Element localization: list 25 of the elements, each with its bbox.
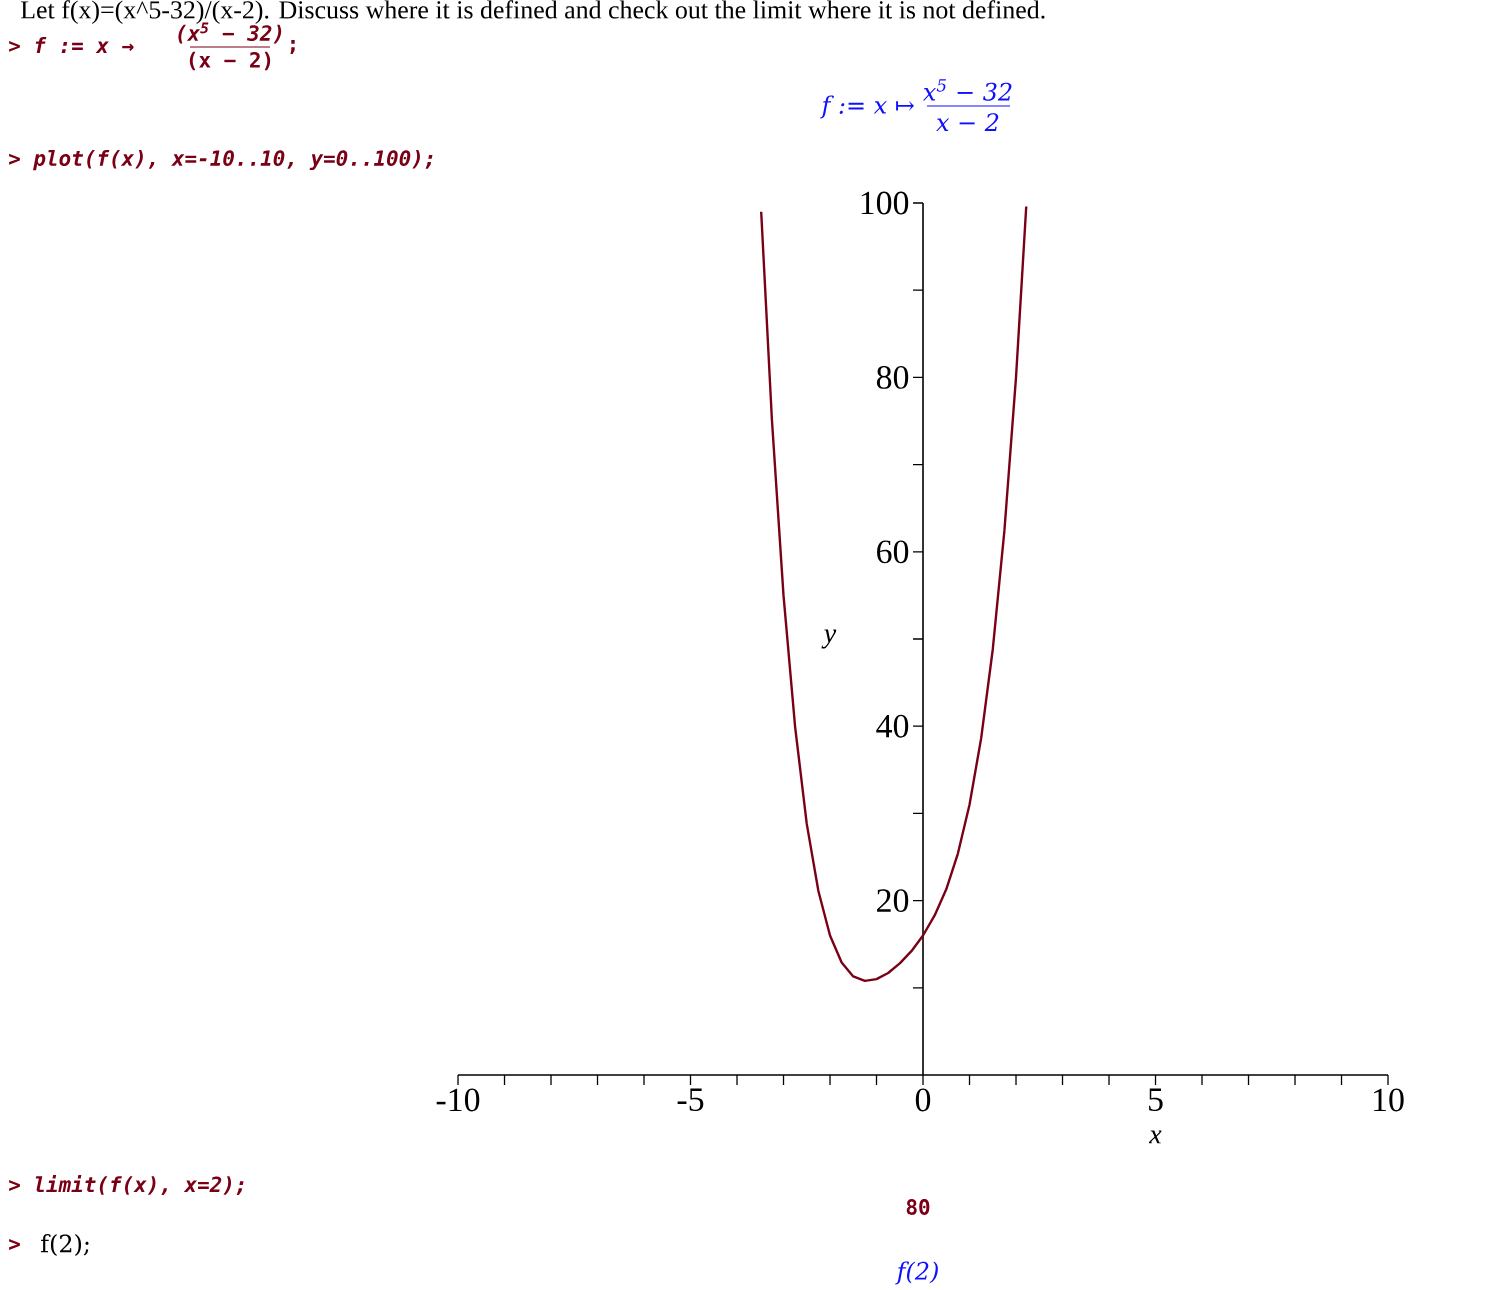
x-tick-label: 5 <box>1149 1088 1163 1112</box>
text: x$^{5}$ − 32 <box>922 79 1012 101</box>
text: Let f(x)=(x^5-32)/(x-2). Discuss where it is defined and check out the limit where it is not defined. <box>20 0 1045 24</box>
text: ; <box>290 40 295 54</box>
text: > plot(f(x), x=-10..10, y=0..100); <box>9 149 433 171</box>
text: > f := x → <box>9 37 134 53</box>
text: 80 <box>906 1199 930 1215</box>
x-tick-label: 10 <box>1374 1088 1404 1112</box>
text: (x − 2) <box>189 51 271 71</box>
x-tick-label: -5 <box>677 1088 704 1112</box>
x-tick-label: 0 <box>915 1088 931 1112</box>
text: > <box>9 1239 20 1250</box>
text: f := x ↦ <box>820 95 914 119</box>
text: x − 2 <box>936 113 999 131</box>
text: f(2) <box>895 1261 938 1285</box>
y-tick-label: 40 <box>876 714 909 738</box>
y-tick-label: 80 <box>876 365 909 389</box>
y-tick-label: 60 <box>877 540 909 564</box>
y-tick-label: 100 <box>861 191 909 215</box>
x-axis-title: x <box>1148 1130 1162 1144</box>
y-tick-label: 20 <box>877 889 909 913</box>
text: > limit(f(x), x=2); <box>9 1175 244 1195</box>
y-axis-title: y <box>821 629 837 649</box>
x-tick-label: -10 <box>436 1088 480 1112</box>
text: f(2); <box>41 1234 89 1256</box>
